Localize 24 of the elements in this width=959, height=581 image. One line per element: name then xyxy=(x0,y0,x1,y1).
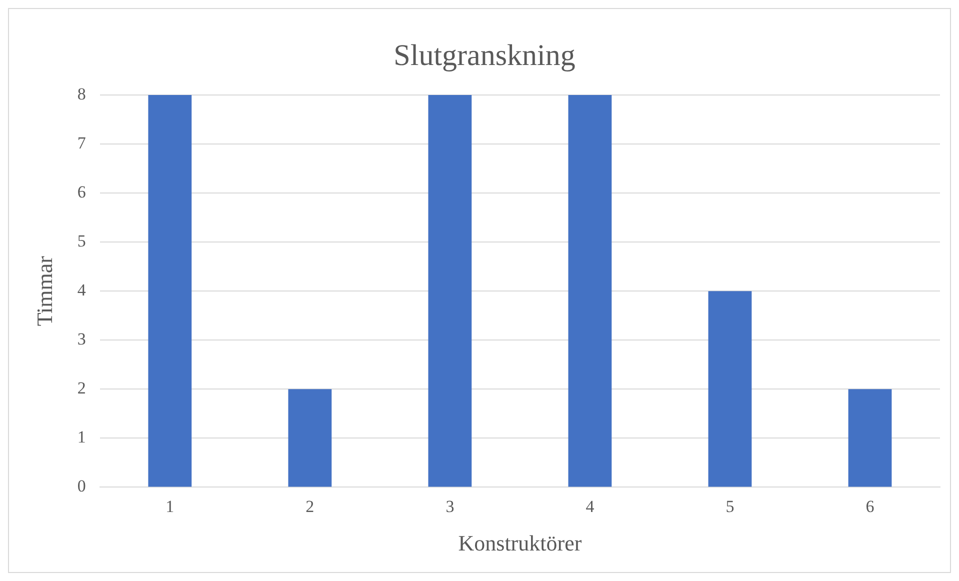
y-tick-label: 4 xyxy=(77,280,86,300)
y-tick-label: 7 xyxy=(77,133,86,152)
bar xyxy=(288,389,332,487)
x-tick-label: 5 xyxy=(726,496,734,516)
y-tick-label: 5 xyxy=(77,232,86,251)
bar xyxy=(848,389,892,487)
bar xyxy=(428,95,472,487)
bar xyxy=(708,291,752,487)
x-tick-label: 4 xyxy=(586,496,595,516)
y-tick-label: 2 xyxy=(77,378,86,398)
y-tick-label: 8 xyxy=(77,84,86,104)
x-tick-label: 2 xyxy=(306,496,314,516)
y-tick-label: 0 xyxy=(77,476,86,496)
y-tick-label: 3 xyxy=(77,330,86,349)
bar xyxy=(568,95,612,487)
y-tick-label: 1 xyxy=(77,428,86,447)
x-tick-label: 3 xyxy=(446,496,454,516)
y-axis-title: Timmar xyxy=(32,255,57,326)
x-tick-label: 6 xyxy=(866,496,874,516)
chart-title: Slutgranskning xyxy=(394,38,576,72)
y-tick-label: 6 xyxy=(77,182,86,202)
bar xyxy=(148,95,192,487)
x-tick-label: 1 xyxy=(166,496,174,516)
x-axis-title: Konstruktörer xyxy=(458,530,582,556)
